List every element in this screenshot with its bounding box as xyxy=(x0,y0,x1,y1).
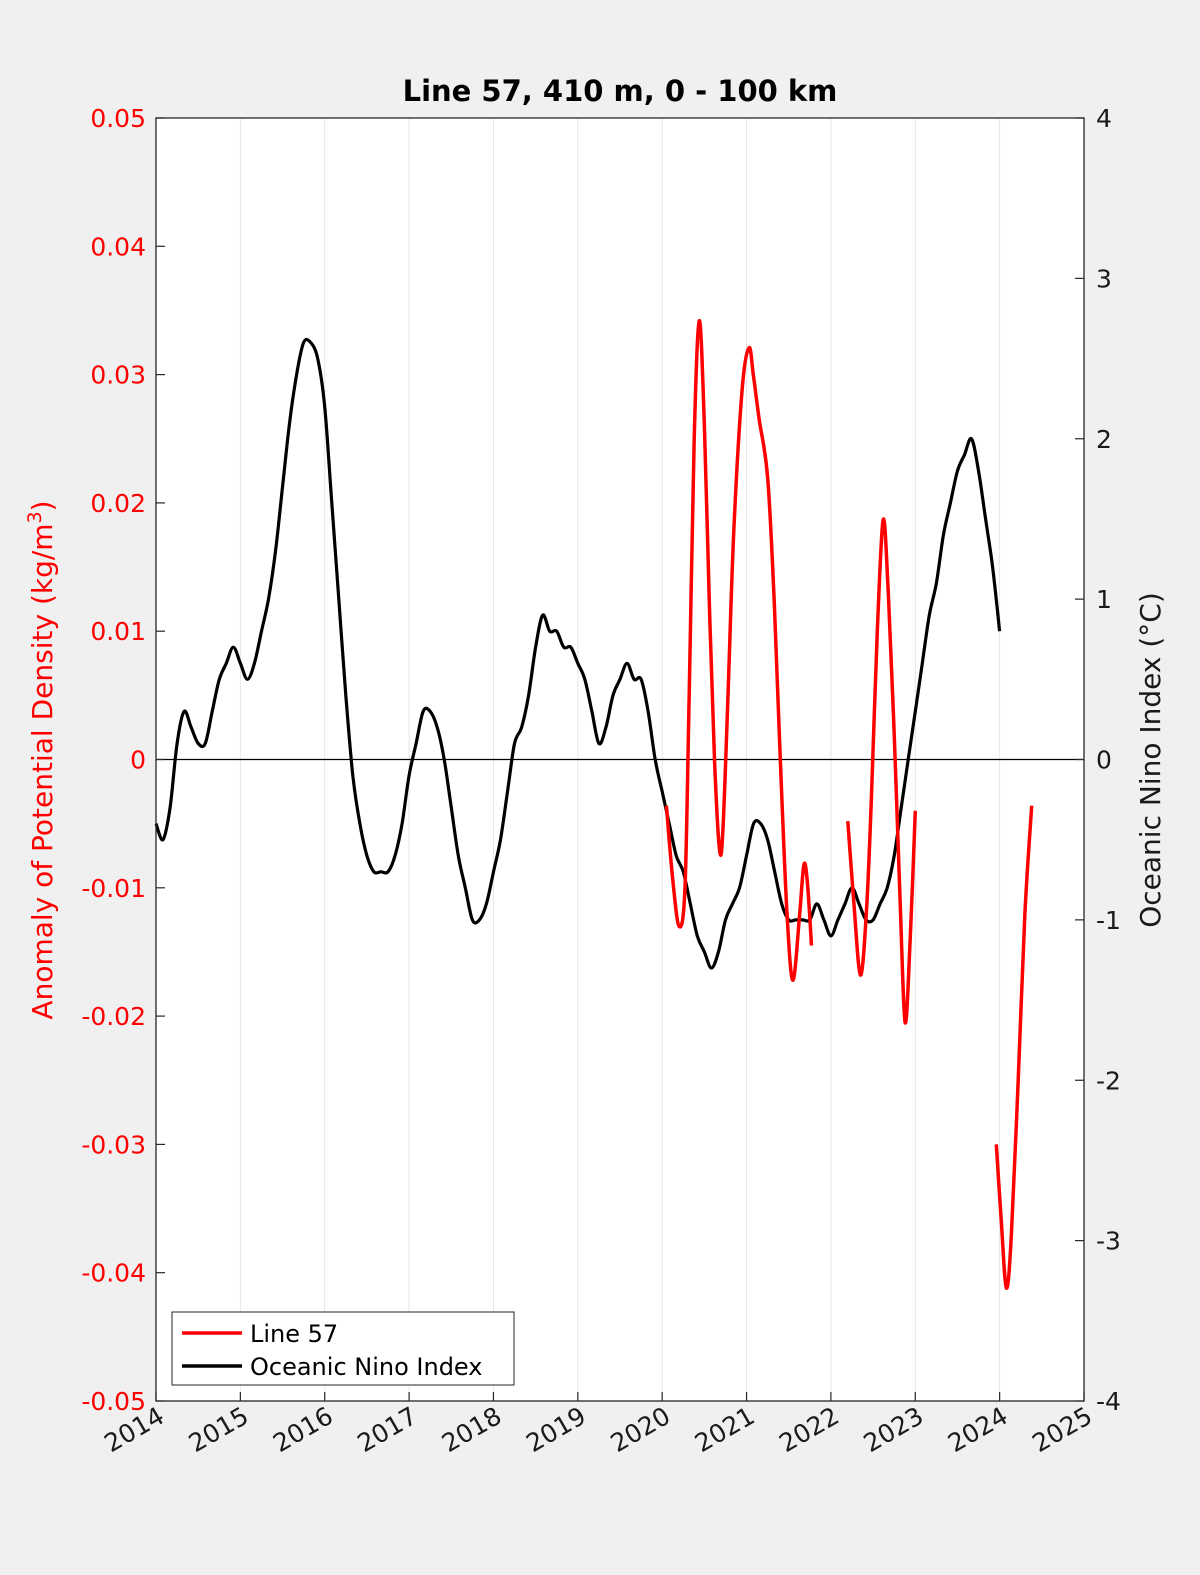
line57-segment xyxy=(846,517,918,1025)
y-right-tick-label: 3 xyxy=(1096,264,1112,293)
y-left-tick-label: 0.01 xyxy=(90,617,146,646)
y-left-tick-label: -0.05 xyxy=(81,1387,146,1416)
legend-label-oni: Oceanic Nino Index xyxy=(250,1353,482,1381)
y-left-tick-label: 0.05 xyxy=(90,104,146,133)
line57-segment xyxy=(994,805,1034,1290)
y-right-tick-label: 1 xyxy=(1096,585,1112,614)
y-left-tick-label: -0.02 xyxy=(81,1002,146,1031)
legend-label-line57: Line 57 xyxy=(250,1320,338,1348)
y-left-tick-label: 0.04 xyxy=(90,232,146,261)
y-right-tick-label: -1 xyxy=(1096,906,1121,935)
y-left-tick-label: -0.04 xyxy=(81,1259,146,1288)
series-oni xyxy=(154,337,1002,970)
y-axis-right-label: Oceanic Nino Index (°C) xyxy=(1134,592,1167,928)
chart-title: Line 57, 410 m, 0 - 100 km xyxy=(403,74,838,108)
y-right-tick-label: 0 xyxy=(1096,746,1112,775)
y-right-tick-label: -3 xyxy=(1096,1227,1121,1256)
series-line57 xyxy=(664,318,1034,1290)
legend: Line 57 Oceanic Nino Index xyxy=(171,1311,515,1386)
y-axis-left-label: Anomaly of Potential Density (kg/m3) xyxy=(24,500,59,1019)
axis-ticks: 2014 2015 2016 2017 2018 2019 2020 2021 2022 2023… xyxy=(81,104,1121,1458)
oni-line xyxy=(154,337,1002,970)
y-left-tick-label: -0.03 xyxy=(81,1130,146,1159)
y-right-tick-label: 2 xyxy=(1096,425,1112,454)
y-left-tick-label: 0 xyxy=(130,746,146,775)
legend-box xyxy=(171,1311,515,1386)
line57-segment xyxy=(664,318,814,982)
y-right-tick-label: -4 xyxy=(1096,1387,1121,1416)
y-right-tick-label: 4 xyxy=(1096,104,1112,133)
y-left-tick-label: 0.02 xyxy=(90,489,146,518)
y-left-tick-label: 0.03 xyxy=(90,361,146,390)
y-left-tick-label: -0.01 xyxy=(81,874,146,903)
y-right-tick-label: -2 xyxy=(1096,1066,1121,1095)
